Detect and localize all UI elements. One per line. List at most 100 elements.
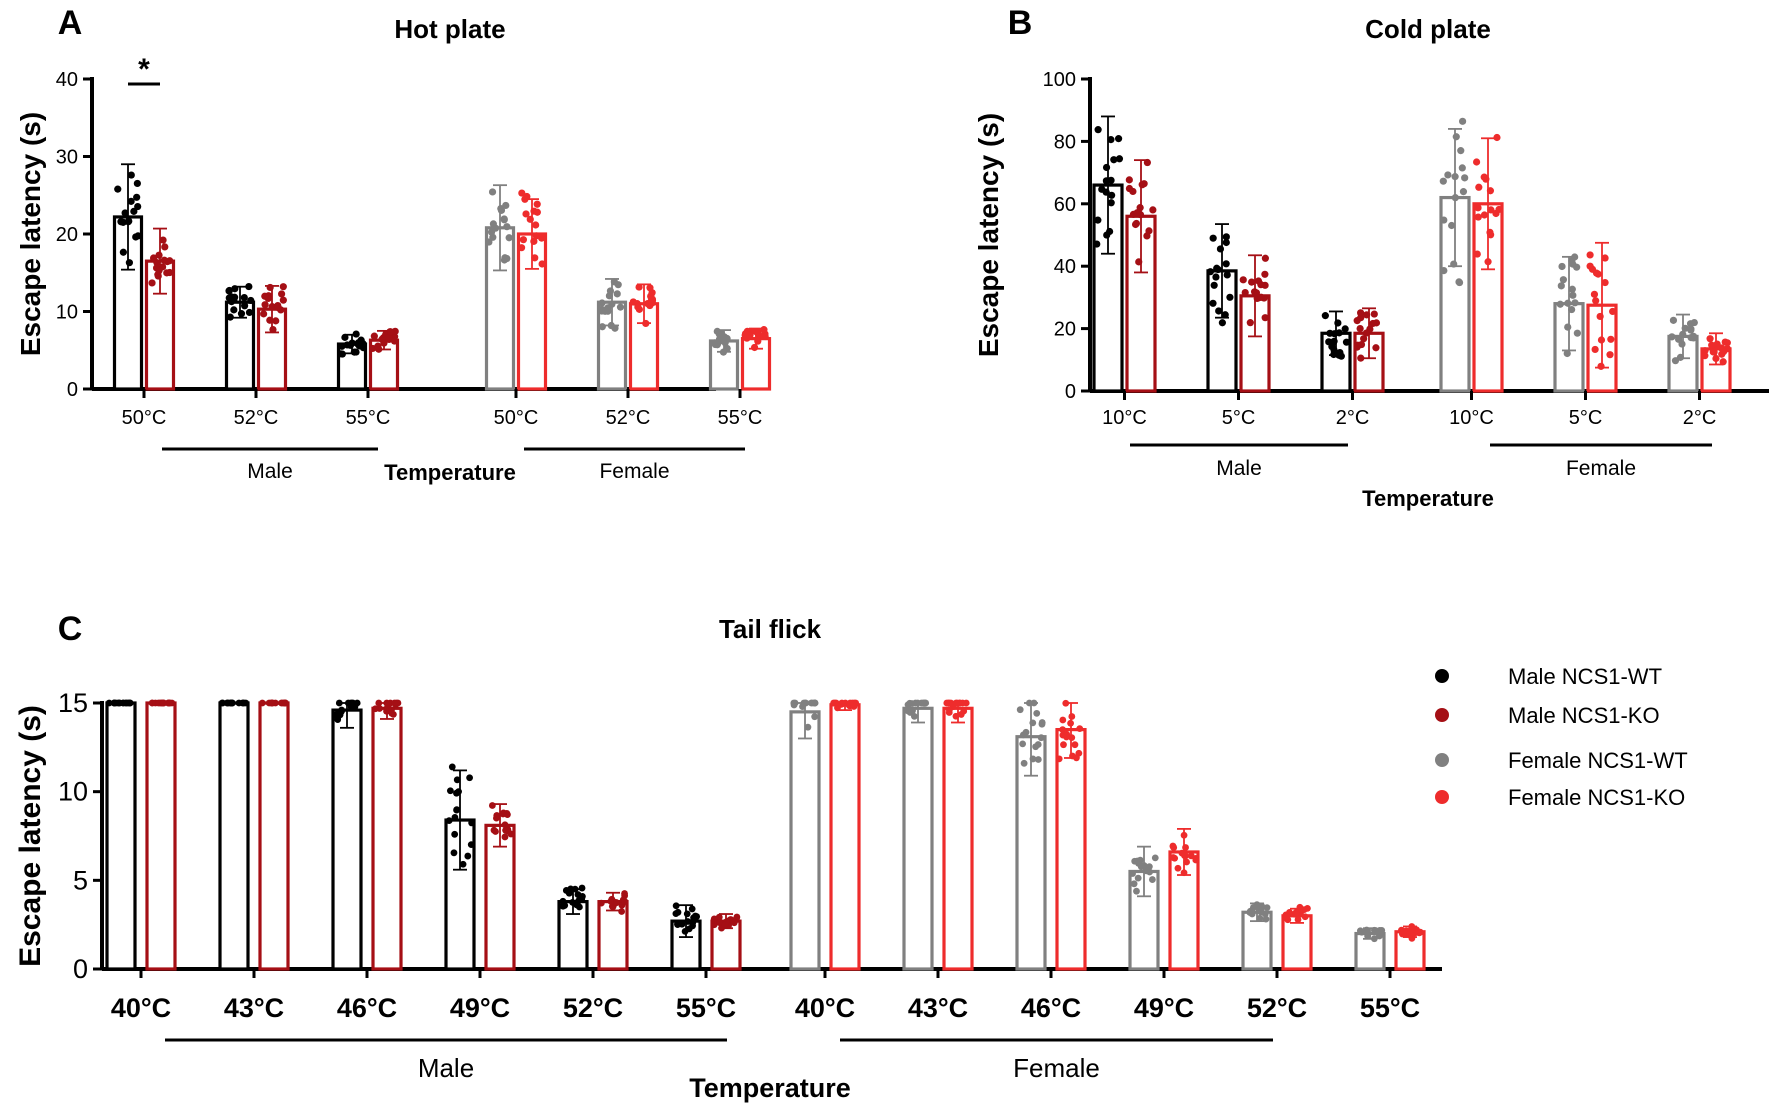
- data-point: [278, 290, 286, 298]
- data-point: [240, 293, 248, 302]
- data-point: [831, 699, 839, 707]
- data-point: [1062, 699, 1070, 707]
- y-tick-label: 40: [1054, 256, 1076, 278]
- legend-marker-male_wt: [1435, 669, 1449, 683]
- legend-marker-female_ko: [1435, 790, 1449, 804]
- panel-c: C Tail flick 0 5 10 15 Escape latency (s) 40°C 4…: [14, 610, 1442, 1103]
- data-point: [745, 331, 754, 339]
- data-point: [130, 207, 138, 215]
- data-point: [1262, 915, 1270, 923]
- data-point: [466, 774, 473, 782]
- data-point: [1125, 176, 1133, 184]
- bar-female_wt-c: [902, 706, 934, 971]
- data-point: [533, 208, 541, 216]
- data-point: [1209, 299, 1217, 307]
- data-point: [1171, 854, 1179, 862]
- data-point: [1239, 276, 1247, 284]
- data-point: [1416, 928, 1424, 936]
- data-point: [371, 705, 379, 713]
- group-label-female: Female: [1566, 457, 1636, 480]
- data-point: [526, 215, 534, 223]
- panel-letter-a: A: [58, 4, 83, 42]
- data-point: [1301, 913, 1309, 921]
- bar-female_ko-c: [829, 703, 861, 971]
- data-point: [613, 899, 620, 906]
- data-point: [1133, 887, 1140, 895]
- data-point: [163, 258, 171, 266]
- data-point: [226, 313, 234, 321]
- data-point: [750, 343, 759, 352]
- data-point: [124, 218, 132, 226]
- data-point: [1107, 176, 1115, 184]
- data-point: [1573, 329, 1581, 337]
- data-point: [445, 817, 453, 825]
- data-point: [272, 317, 280, 325]
- bar-male_ko-c: [145, 701, 177, 971]
- data-point: [1407, 930, 1414, 938]
- y-axis-label: Escape latency (s): [973, 113, 1004, 357]
- data-point: [715, 335, 724, 343]
- x-tick-label: 50°C: [494, 407, 539, 429]
- data-point: [1474, 213, 1482, 221]
- data-point: [1341, 325, 1349, 333]
- data-point: [1564, 299, 1572, 307]
- data-point: [952, 712, 960, 720]
- data-point: [1372, 344, 1380, 352]
- data-point: [1138, 181, 1146, 189]
- data-point: [1037, 734, 1045, 742]
- data-point: [1356, 324, 1364, 333]
- data-point: [573, 901, 581, 909]
- data-point: [493, 814, 500, 822]
- data-point: [225, 286, 233, 295]
- data-point: [1569, 291, 1577, 299]
- data-point: [390, 337, 399, 345]
- chart-title: Cold plate: [1365, 14, 1491, 44]
- data-point: [616, 303, 625, 311]
- data-point: [1679, 330, 1687, 338]
- data-point: [634, 303, 642, 311]
- bar-male_wt-c: [218, 701, 250, 971]
- data-point: [629, 298, 637, 306]
- data-point: [1559, 276, 1567, 284]
- data-point: [154, 272, 162, 280]
- data-point: [268, 303, 276, 311]
- data-point: [1216, 245, 1225, 253]
- data-point: [945, 706, 953, 714]
- data-point: [261, 301, 269, 309]
- data-point: [488, 802, 496, 809]
- data-point: [1110, 156, 1118, 164]
- legend-label-female_ko: Female NCS1-KO: [1508, 785, 1685, 810]
- data-point: [1334, 319, 1342, 327]
- data-point: [148, 279, 156, 287]
- data-point: [691, 912, 699, 920]
- data-point: [1218, 319, 1226, 327]
- data-point: [1721, 338, 1729, 346]
- data-point: [717, 330, 726, 338]
- data-point: [1370, 935, 1378, 943]
- data-point: [1180, 869, 1188, 877]
- data-point: [127, 197, 135, 205]
- data-point: [1568, 305, 1576, 314]
- data-point: [502, 201, 510, 210]
- data-point: [455, 788, 462, 796]
- data-point: [1169, 843, 1177, 851]
- data-point: [1257, 293, 1265, 301]
- data-point: [683, 910, 691, 918]
- data-point: [618, 908, 626, 915]
- data-point: [761, 332, 769, 341]
- data-point: [904, 701, 912, 709]
- data-point: [1094, 126, 1102, 134]
- data-point: [1038, 719, 1046, 726]
- data-point: [375, 699, 383, 707]
- data-point: [678, 920, 686, 928]
- data-point: [598, 299, 606, 307]
- x-tick-label: 46°C: [1021, 993, 1081, 1023]
- data-point: [384, 700, 392, 708]
- data-point: [538, 260, 546, 268]
- x-tick-label: 40°C: [795, 993, 855, 1023]
- data-point: [1033, 709, 1041, 717]
- data-point: [1106, 227, 1114, 236]
- chart-title: Hot plate: [394, 14, 505, 44]
- data-point: [1215, 307, 1223, 315]
